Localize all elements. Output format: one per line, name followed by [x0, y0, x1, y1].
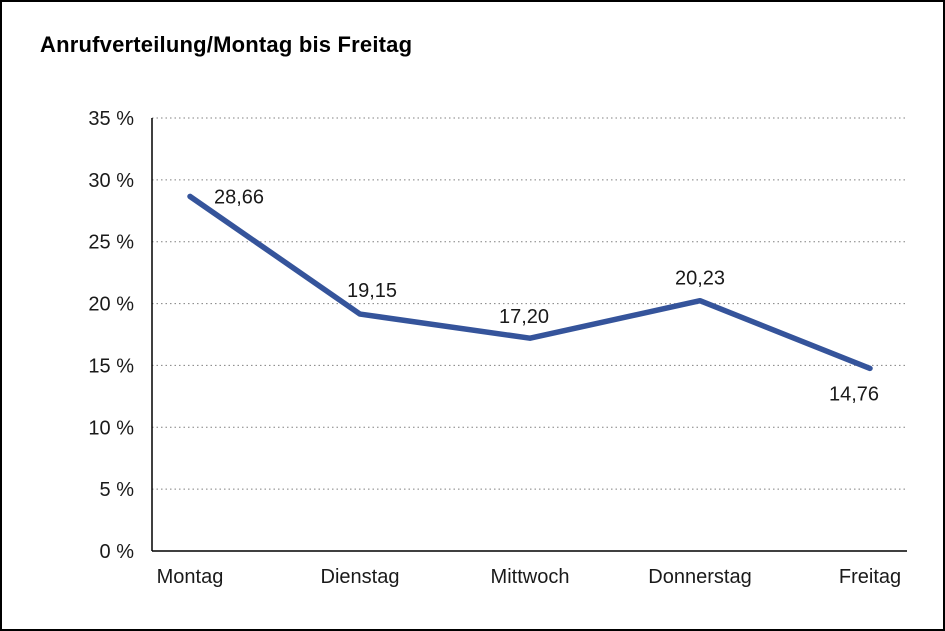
- y-tick-label: 30 %: [88, 170, 134, 192]
- data-label: 14,76: [829, 383, 879, 405]
- x-category-label: Freitag: [839, 566, 901, 588]
- y-tick-label: 5 %: [100, 479, 135, 501]
- x-category-label: Mittwoch: [491, 566, 570, 588]
- data-label: 19,15: [347, 280, 397, 302]
- y-tick-label: 35 %: [88, 108, 134, 130]
- y-tick-label: 15 %: [88, 355, 134, 377]
- x-category-label: Donnerstag: [648, 566, 751, 588]
- data-label: 20,23: [675, 268, 725, 290]
- chart-line: [187, 193, 873, 372]
- y-tick-label: 10 %: [88, 417, 134, 439]
- data-label: 28,66: [214, 186, 264, 208]
- chart-title: Anrufverteilung/Montag bis Freitag: [40, 32, 413, 57]
- x-category-label: Dienstag: [321, 566, 400, 588]
- y-tick-label: 25 %: [88, 232, 134, 254]
- data-label: 17,20: [499, 306, 549, 328]
- x-category-label: Montag: [157, 566, 224, 588]
- y-tick-label: 20 %: [88, 294, 134, 316]
- y-tick-label: 0 %: [100, 541, 135, 563]
